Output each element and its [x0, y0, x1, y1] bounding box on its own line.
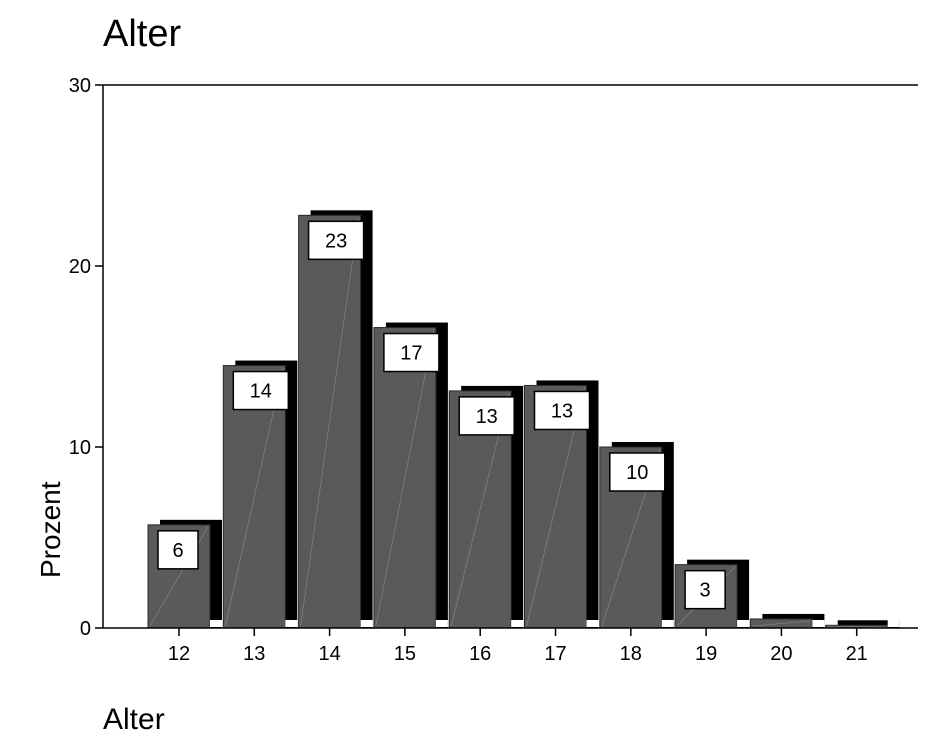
- bar-base-gap: [887, 620, 900, 627]
- y-tick-label: 30: [69, 75, 91, 97]
- y-tick-label: 0: [80, 618, 91, 640]
- x-tick-label: 12: [168, 643, 190, 665]
- bar-texture-line: [300, 217, 359, 627]
- x-tick-label: 13: [243, 643, 265, 665]
- bar-base-gap: [435, 620, 448, 627]
- x-tick-label: 16: [469, 643, 491, 665]
- data-label-box: [232, 370, 290, 411]
- bar-base-gap: [360, 620, 373, 627]
- data-label: 23: [325, 230, 347, 252]
- y-tick-label: 20: [69, 256, 91, 278]
- data-label-box: [458, 396, 515, 436]
- bar-group: 14: [222, 360, 298, 629]
- data-label: 13: [551, 400, 573, 422]
- bar-group: 10: [599, 442, 674, 629]
- bar-base-gap: [210, 620, 222, 627]
- bar-group: 6: [147, 519, 222, 629]
- bar-base-gap: [511, 620, 524, 627]
- bars-layer: 6 14 23 17 13 13 10 3: [147, 210, 900, 629]
- bar-texture-line: [225, 367, 284, 627]
- bar-group: 13: [524, 380, 599, 629]
- data-label-box: [157, 530, 199, 570]
- bar-group: 13: [448, 385, 524, 629]
- bar-group: 17: [373, 322, 448, 629]
- bar-base-gap: [737, 620, 750, 627]
- bar-group: [749, 613, 825, 629]
- x-tick-label: 20: [770, 643, 792, 665]
- bar-shadow: [837, 620, 900, 628]
- x-tick-label: 15: [394, 643, 416, 665]
- bar-base-gap: [285, 620, 298, 627]
- data-label: 13: [476, 406, 498, 428]
- bar-group: 23: [298, 210, 373, 629]
- x-tick-label: 21: [846, 643, 868, 665]
- x-tick-label: 17: [544, 643, 566, 665]
- data-label-box: [684, 569, 726, 610]
- data-label: 10: [626, 462, 648, 484]
- x-axis-title: Alter: [103, 703, 165, 736]
- x-tick-label: 14: [318, 643, 340, 665]
- bar-texture-line: [827, 625, 886, 628]
- bar-texture-line: [752, 620, 811, 627]
- x-tick-label: 19: [695, 643, 717, 665]
- bar-base-gap: [661, 620, 674, 627]
- x-tick-label: 18: [620, 643, 642, 665]
- axes-layer: 0 10 20 30 12 13 14 15 16 17 18 19 20 21: [69, 75, 918, 665]
- data-label-box: [609, 452, 666, 492]
- bar-base-gap: [586, 620, 599, 627]
- data-label: 3: [700, 580, 711, 602]
- bar-group: 3: [674, 559, 750, 629]
- y-tick-label: 10: [69, 437, 91, 459]
- data-label-box: [383, 332, 440, 373]
- data-label: 17: [400, 343, 422, 365]
- data-label: 6: [172, 540, 183, 562]
- bar-group: [825, 620, 900, 629]
- chart-title: Alter: [103, 13, 182, 55]
- bar-texture-line: [375, 329, 435, 627]
- data-label: 14: [250, 381, 272, 403]
- data-label-box: [307, 220, 365, 261]
- data-label-box: [533, 390, 591, 431]
- bar-base-gap: [812, 620, 825, 627]
